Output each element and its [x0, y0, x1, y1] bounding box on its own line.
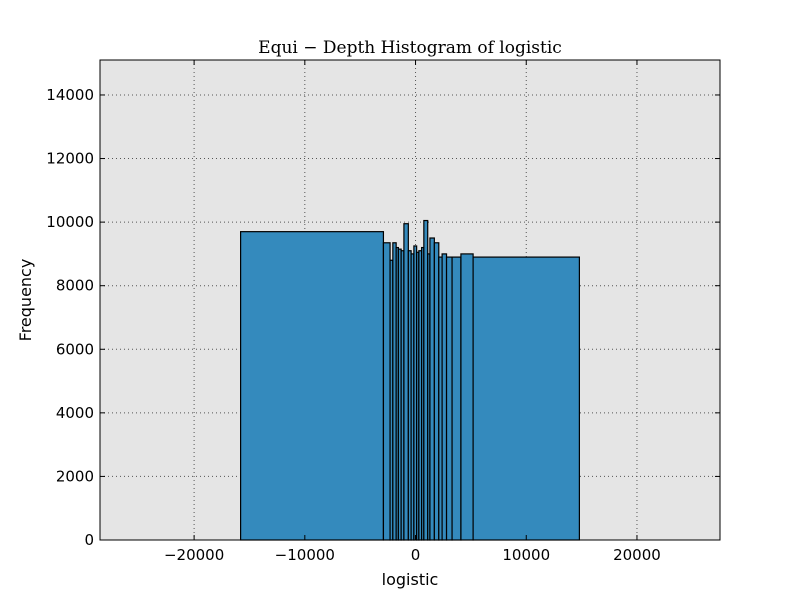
x-tick-label: 0: [411, 546, 421, 564]
y-tick-label: 8000: [56, 277, 94, 295]
y-tick-label: 12000: [46, 150, 94, 168]
histogram-bar: [461, 254, 473, 540]
y-tick-label: 2000: [56, 467, 94, 485]
histogram-bar: [447, 257, 453, 540]
x-axis-label: logistic: [382, 570, 439, 589]
histogram-bar: [442, 254, 446, 540]
histogram-bars: [241, 221, 580, 540]
histogram-bar: [241, 232, 384, 540]
x-tick-label: 10000: [502, 546, 550, 564]
y-tick-label: 6000: [56, 340, 94, 358]
x-tick-label: 20000: [613, 546, 661, 564]
histogram-bar: [383, 243, 390, 540]
y-axis-label: Frequency: [16, 259, 35, 342]
histogram-bar: [452, 257, 461, 540]
y-tick-label: 14000: [46, 86, 94, 104]
x-tick-label: −10000: [275, 546, 335, 564]
histogram-bar: [430, 238, 434, 540]
y-tick-label: 10000: [46, 213, 94, 231]
y-tick-label: 0: [84, 531, 94, 549]
chart-title: Equi − Depth Histogram of logistic: [258, 38, 562, 58]
histogram-bar: [404, 224, 408, 540]
histogram-bar: [434, 243, 438, 540]
y-tick-label: 4000: [56, 404, 94, 422]
histogram-bar: [473, 257, 579, 540]
x-tick-label: −20000: [164, 546, 224, 564]
